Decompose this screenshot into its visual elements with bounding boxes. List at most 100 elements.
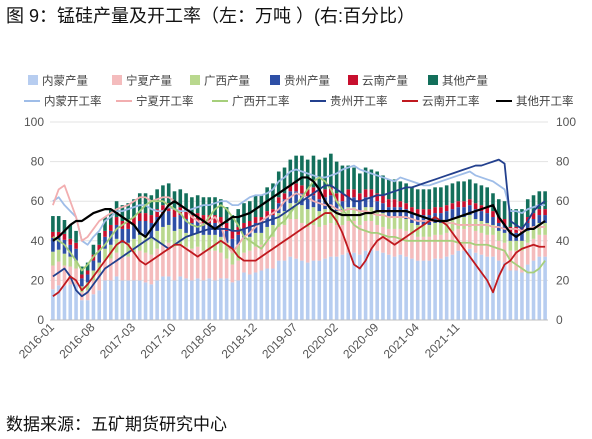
bar (195, 278, 200, 320)
bar (213, 280, 217, 320)
bar (143, 213, 148, 221)
bar (288, 256, 293, 320)
bar (195, 246, 200, 279)
bar (410, 207, 414, 214)
bar (288, 185, 293, 192)
bar (184, 219, 188, 233)
bar (404, 230, 408, 257)
bar (462, 250, 466, 320)
x-tick-label: 2020-09 (340, 320, 381, 361)
bar (311, 155, 316, 188)
bar (305, 262, 310, 320)
y-right-tick-label: 60 (556, 194, 570, 208)
bar (323, 197, 327, 210)
bar (369, 189, 374, 198)
bar (317, 211, 322, 227)
bar (381, 226, 385, 253)
bar (531, 260, 536, 320)
bar (439, 187, 443, 208)
bar (450, 209, 455, 220)
bar (485, 234, 489, 257)
bar (230, 238, 235, 249)
bar (247, 221, 252, 227)
y-right-tick-label: 20 (556, 273, 570, 287)
bar (74, 260, 78, 269)
bar (468, 226, 472, 249)
bar (224, 278, 229, 320)
bar (143, 234, 148, 253)
bar (334, 161, 339, 194)
bar (352, 252, 356, 320)
bar (276, 197, 281, 204)
bar (479, 232, 484, 255)
bar (520, 209, 524, 227)
bar (311, 207, 316, 225)
bar (132, 199, 136, 218)
bar (62, 253, 67, 266)
bar (479, 185, 484, 206)
grid (50, 121, 548, 321)
bar (543, 209, 547, 216)
bar (473, 209, 478, 220)
bar (224, 242, 229, 259)
bar (132, 280, 136, 320)
bar (415, 224, 420, 237)
bar (219, 224, 223, 237)
bar (444, 232, 449, 257)
bar (323, 224, 327, 259)
bar (300, 222, 304, 261)
bar (282, 193, 287, 200)
bar (375, 224, 379, 251)
legend-label: 广西开工率 (232, 94, 290, 108)
chart-source: 数据来源：五矿期货研究中心 (6, 415, 227, 434)
bar (126, 280, 130, 320)
bar (352, 189, 356, 198)
bar (450, 183, 455, 204)
bar (317, 191, 322, 200)
bar (485, 187, 489, 208)
bar (259, 222, 264, 233)
bar (219, 252, 223, 279)
x-tick-label: 2019-07 (259, 320, 300, 361)
bar (213, 215, 217, 223)
bar (242, 228, 246, 239)
bar (317, 226, 322, 261)
bar (415, 189, 420, 210)
bar (103, 230, 107, 237)
bar (172, 209, 177, 218)
bar (56, 249, 61, 262)
bar (421, 260, 426, 320)
bar (109, 224, 113, 231)
bar (329, 195, 333, 208)
bar (242, 238, 246, 253)
bar (126, 228, 130, 243)
bar (520, 272, 524, 320)
bar (265, 226, 269, 239)
bar (74, 268, 78, 285)
bar (178, 189, 183, 208)
bar (224, 207, 229, 223)
bar (230, 264, 235, 283)
bar (427, 209, 432, 216)
bar (358, 254, 362, 320)
bar (114, 252, 119, 277)
bar (323, 258, 327, 320)
bar (300, 193, 304, 206)
bar (62, 285, 67, 320)
legend-swatch (190, 75, 200, 85)
bar (201, 280, 206, 320)
bar (103, 248, 107, 261)
bar (276, 171, 281, 198)
bar (149, 284, 154, 320)
bar (143, 221, 148, 235)
bar (340, 201, 345, 212)
bar (386, 217, 391, 229)
bar (85, 282, 90, 291)
bar (178, 228, 183, 245)
bar (456, 250, 461, 320)
bar (410, 187, 414, 208)
bar (201, 234, 206, 251)
bar (282, 211, 287, 225)
bar (543, 256, 547, 320)
bar (271, 236, 275, 269)
